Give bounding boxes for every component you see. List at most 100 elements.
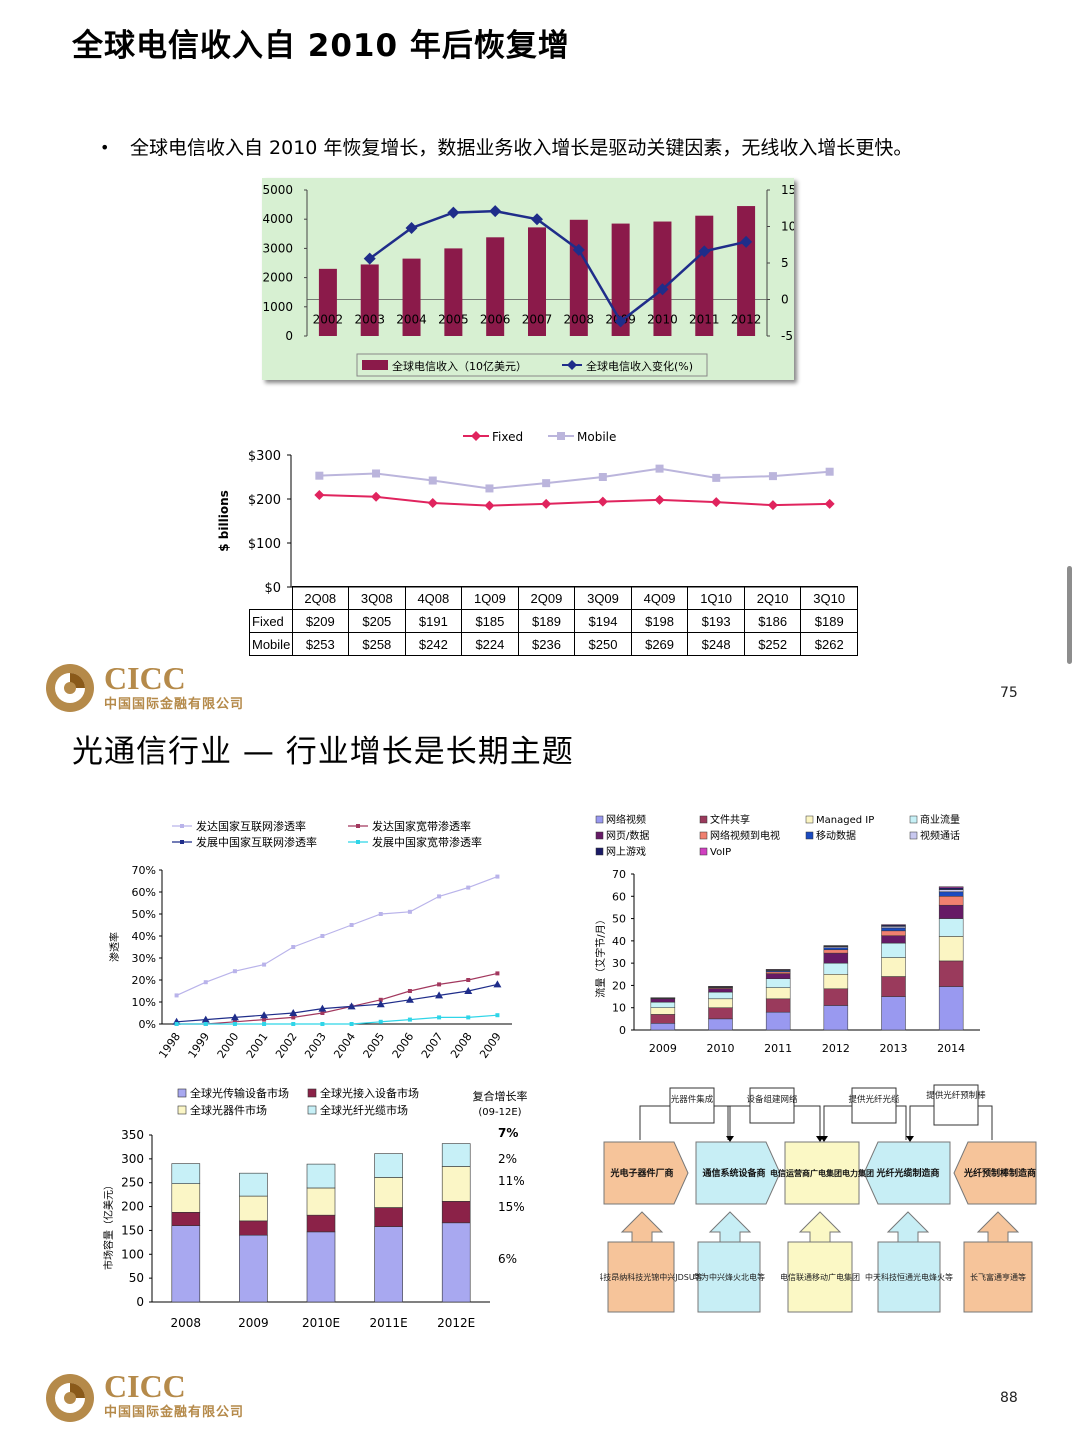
line-point	[466, 1015, 471, 1020]
bar	[486, 237, 505, 336]
table-row-mobile: Mobile $253 $258 $242 $224 $236 $250 $26…	[249, 632, 858, 656]
flow-top-box	[749, 1087, 795, 1124]
chart-traffic-by-application: 0 10 20 30 40 50 60 70 流量（艾字节/月） 2009 2010 2011 2012…	[594, 813, 980, 1055]
line-point	[572, 243, 585, 256]
stacked-bar-segment	[306, 1163, 336, 1189]
y-axis-label: $ billions	[217, 490, 231, 552]
stacked-bar-segment	[823, 974, 849, 990]
table-cell: $253	[291, 632, 350, 656]
legend-marker	[557, 432, 565, 440]
y-tick-label: 3000	[262, 241, 293, 255]
stacked-bar-segment	[881, 935, 906, 944]
y-tick-label: $200	[248, 493, 281, 508]
table-col-header: 1Q09	[461, 586, 519, 610]
chart-telecom-revenue-frame: 0 1000 2000 3000 4000 5000 -5 0 5 10 15 2002 2003 200…	[262, 178, 796, 380]
stacked-bar-segment	[938, 896, 964, 906]
y-axis-label: 渗透率	[108, 932, 121, 962]
legend-label: 网上游戏	[606, 845, 646, 858]
legend-swatch	[307, 1105, 317, 1115]
flow-top-box	[669, 1087, 715, 1124]
legend-label: 发展中国家宽带渗透率	[372, 835, 482, 849]
table-cell: $185	[461, 609, 519, 633]
stacked-bar-segment	[650, 1014, 676, 1024]
line-point	[203, 1022, 208, 1026]
line-point	[232, 969, 237, 974]
x-tick-label: 2004	[396, 313, 427, 327]
series-line	[176, 876, 498, 996]
line-point	[349, 923, 354, 927]
legend-label: 网络视频到电视	[710, 829, 780, 842]
stacked-bar-segment	[239, 1195, 268, 1222]
line-point	[598, 473, 607, 481]
table-cell: $205	[348, 609, 406, 633]
cicc-logo-subtitle: 中国国际金融有限公司	[104, 697, 245, 712]
legend-label: 全球光接入设备市场	[320, 1086, 419, 1100]
bar	[653, 221, 672, 336]
table-col-header: 3Q08	[348, 586, 406, 610]
flow-company-label: 光迅科技昂纳科技光锦中兴JDSU等	[600, 1272, 703, 1282]
line-point	[447, 206, 460, 219]
industry-chain-diagram: 光器件集成 设备组建网络 提供光纤光缆 提供光纤预制棒 光电子器件厂商 通信系统…	[600, 1084, 1037, 1313]
bar	[318, 268, 337, 336]
stacked-bar-segment	[650, 1023, 676, 1031]
page-number-75: 75	[1000, 685, 1018, 701]
legend-marker	[471, 431, 481, 441]
cicc-logo-name: CICC	[104, 660, 186, 696]
line-point	[291, 945, 296, 949]
stacked-bar-segment	[441, 1143, 471, 1167]
table-cell: $224	[461, 632, 519, 656]
table-cell: $189	[800, 609, 858, 633]
stacked-bar-segment	[708, 998, 733, 1008]
legend-marker	[180, 824, 184, 828]
flow-company-box	[787, 1241, 853, 1313]
bar	[402, 258, 421, 336]
legend-swatch	[699, 815, 708, 824]
line-point	[262, 962, 267, 967]
x-tick-label: 2006	[390, 1030, 417, 1060]
x-tick-label: 2012E	[437, 1316, 475, 1330]
line-point	[825, 467, 834, 476]
stacked-bar-segment	[823, 952, 849, 964]
line-point	[437, 982, 442, 987]
series-line	[368, 209, 747, 324]
flow-up-arrow	[620, 1211, 664, 1243]
flow-up-arrow	[976, 1211, 1020, 1243]
line-point	[378, 1019, 383, 1024]
y2-tick-label: -5	[781, 329, 793, 343]
stacked-bar-segment	[441, 1201, 471, 1224]
x-tick-label: 2000	[215, 1030, 242, 1060]
flow-stage-label: 光纤预制棒制造商	[963, 1167, 1036, 1179]
table-cell: $236	[517, 632, 576, 656]
stacked-bar-segment	[823, 949, 849, 954]
stacked-bar-segment	[823, 988, 849, 1006]
table-col-header: 1Q10	[687, 586, 745, 610]
series-line	[176, 983, 498, 1023]
line-point	[407, 989, 412, 993]
flow-up-arrow	[886, 1211, 930, 1243]
y-tick-label: 20	[612, 979, 626, 992]
flow-company-label: 中天科技恒通光电烽火等	[865, 1272, 953, 1282]
line-point	[489, 205, 502, 218]
stacked-bar-segment	[881, 927, 906, 932]
line-point	[262, 1022, 267, 1026]
line-point	[711, 497, 722, 508]
scrollbar-thumb[interactable]	[1067, 566, 1072, 664]
line-point	[363, 252, 376, 265]
legend-label: Mobile	[577, 430, 616, 444]
line-point	[437, 1015, 442, 1020]
x-tick-label: 2005	[438, 313, 469, 327]
x-tick-label: 2009	[477, 1030, 504, 1060]
legend-label: 全球光传输设备市场	[190, 1086, 289, 1100]
cicc-logo-icon	[46, 664, 94, 712]
line-point	[768, 472, 777, 481]
legend-label: 全球电信收入（10亿美元）	[392, 359, 527, 373]
x-tick-label: 2003	[302, 1030, 329, 1060]
legend-swatch	[909, 815, 918, 824]
flow-stage-label: 通信系统设备商	[702, 1167, 765, 1179]
legend-label: Managed IP	[816, 815, 874, 826]
stacked-bar-segment	[708, 991, 733, 1000]
table-cell: $269	[630, 632, 689, 656]
y-tick-label: 40%	[132, 930, 156, 943]
table-cell: $194	[574, 609, 632, 633]
